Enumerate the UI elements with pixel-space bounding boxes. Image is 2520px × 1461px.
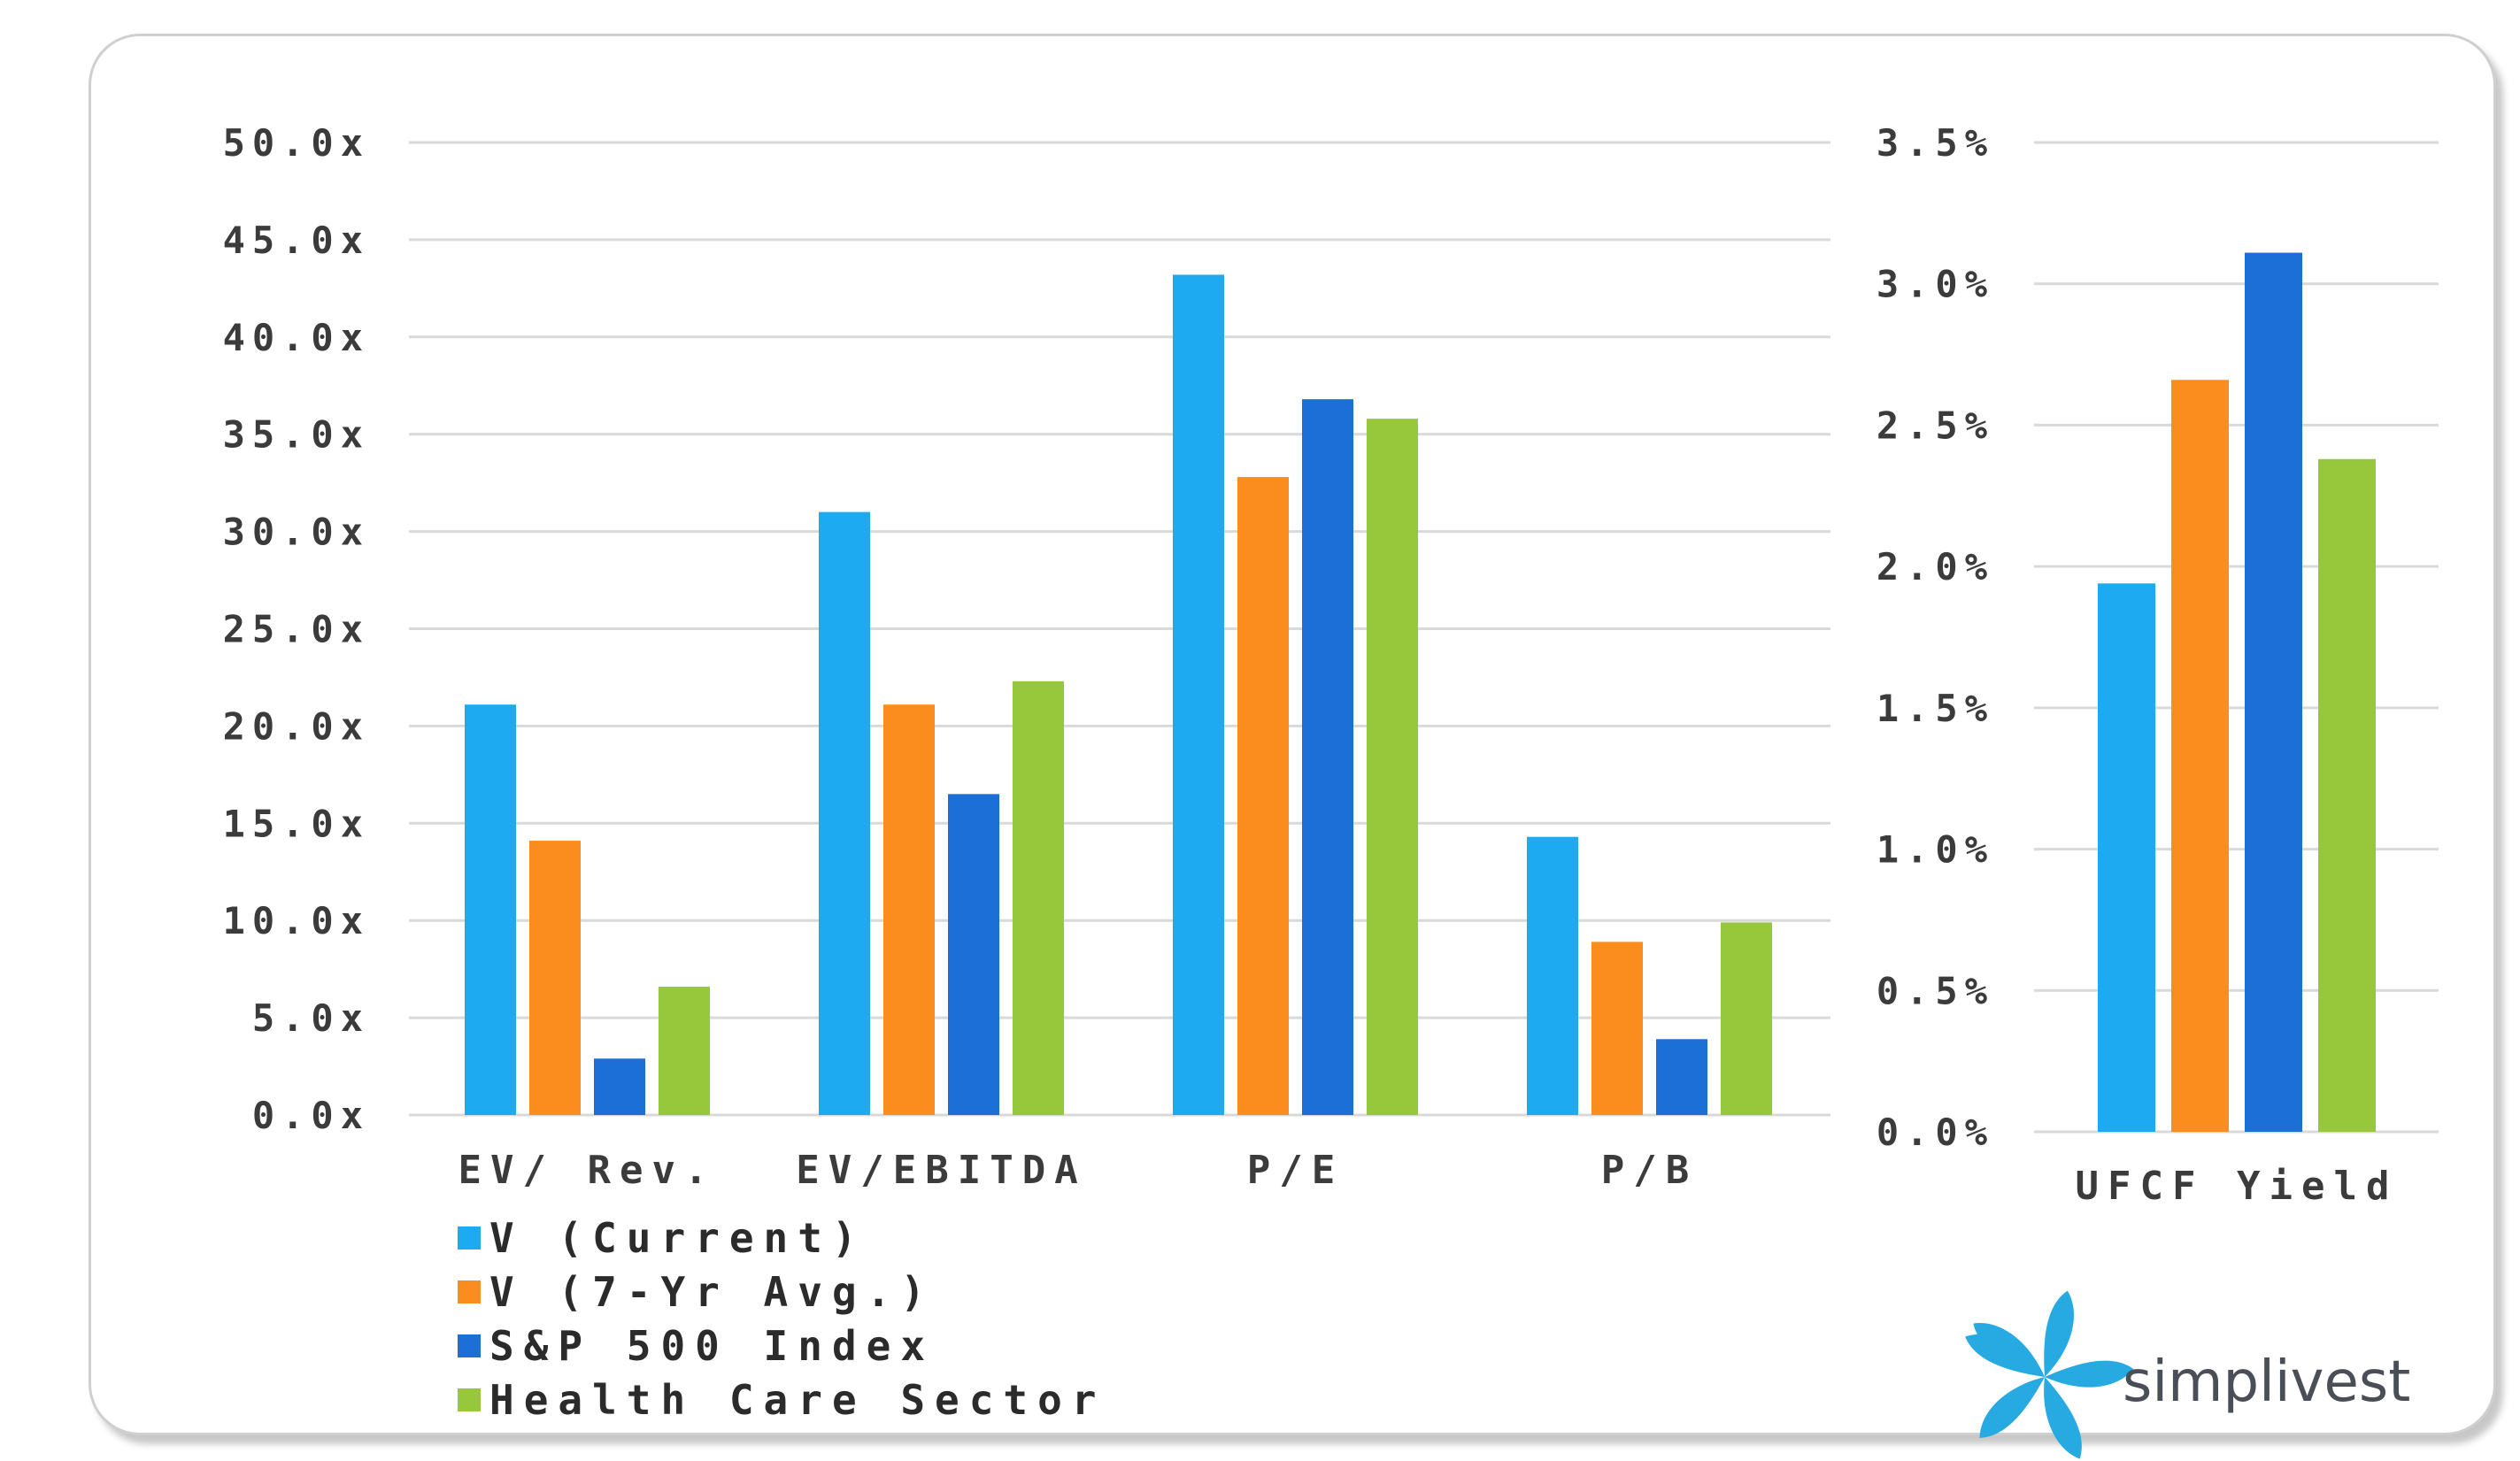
legend-label-health-care-sector: Health Care Sector bbox=[489, 1376, 1106, 1424]
y-tick-label: 2.0% bbox=[1877, 545, 1994, 588]
y-tick-label: 0.5% bbox=[1877, 969, 1994, 1012]
legend: V (Current) V (7-Yr Avg.) S&P 500 Index Hea… bbox=[458, 1214, 1106, 1424]
bar-health-care-sector-p-e bbox=[1367, 419, 1418, 1116]
y-tick-label: 0.0% bbox=[1877, 1111, 1994, 1154]
left-y-axis-ticks: 0.0x 5.0x 10.0x 15.0x 20.0x 25.0x 30.0x 35.0x 40… bbox=[223, 121, 370, 1137]
bar-v-current-ev-ebitda bbox=[819, 511, 870, 1115]
legend-swatch-v-current bbox=[458, 1226, 481, 1250]
y-tick-label: 10.0x bbox=[223, 899, 370, 942]
left-bars bbox=[465, 274, 1772, 1116]
y-tick-label: 40.0x bbox=[223, 316, 370, 359]
right-x-axis-categories: UFCF Yield bbox=[2076, 1164, 2399, 1209]
x-category-label: UFCF Yield bbox=[2076, 1164, 2399, 1209]
y-tick-label: 0.0x bbox=[252, 1094, 370, 1137]
y-tick-label: 20.0x bbox=[223, 704, 370, 748]
bar-s-p-500-index-p-e bbox=[1302, 399, 1353, 1115]
legend-label-v-current: V (Current) bbox=[489, 1214, 867, 1262]
y-tick-label: 30.0x bbox=[223, 511, 370, 554]
brand-name: simplivest bbox=[2123, 1350, 2410, 1415]
y-tick-label: 3.5% bbox=[1877, 121, 1994, 165]
bar-health-care-sector-ev-rev bbox=[659, 986, 710, 1115]
bar-s-p-500-index-ev-rev bbox=[594, 1058, 645, 1115]
bar-v-current-p-e bbox=[1173, 274, 1224, 1115]
x-category-label: EV/EBITDA bbox=[796, 1148, 1086, 1193]
bar-v-current-ev-rev bbox=[465, 704, 516, 1115]
bar-s-p-500-index-ufcf-yield bbox=[2245, 252, 2302, 1132]
legend-swatch-v-7-yr-avg bbox=[458, 1280, 481, 1303]
bar-s-p-500-index-ev-ebitda bbox=[948, 794, 999, 1115]
left-x-axis-categories: EV/ Rev. EV/EBITDA P/E P/B bbox=[459, 1148, 1698, 1193]
y-tick-label: 2.5% bbox=[1877, 404, 1994, 447]
x-category-label: P/B bbox=[1601, 1148, 1698, 1193]
bar-v-7-yr-avg-p-b bbox=[1591, 942, 1643, 1115]
right-gridlines bbox=[2034, 141, 2439, 1134]
y-tick-label: 5.0x bbox=[252, 996, 370, 1040]
legend-label-s-p-500-index: S&P 500 Index bbox=[489, 1322, 935, 1370]
y-tick-label: 3.0% bbox=[1877, 263, 1994, 306]
bar-v-current-p-b bbox=[1527, 836, 1578, 1115]
petal-logo-icon bbox=[1965, 1290, 2134, 1459]
y-tick-label: 1.5% bbox=[1877, 687, 1994, 730]
brand-logo: simplivest bbox=[1965, 1290, 2410, 1459]
x-category-label: EV/ Rev. bbox=[459, 1148, 717, 1193]
bar-health-care-sector-ufcf-yield bbox=[2318, 458, 2376, 1132]
bar-health-care-sector-ev-ebitda bbox=[1013, 681, 1064, 1115]
legend-label-v-7-yr-avg: V (7-Yr Avg.) bbox=[489, 1268, 935, 1316]
x-category-label: P/E bbox=[1247, 1148, 1344, 1193]
bar-v-current-ufcf-yield bbox=[2098, 583, 2155, 1132]
right-y-axis-ticks: 0.0% 0.5% 1.0% 1.5% 2.0% 2.5% 3.0% 3.5% bbox=[1877, 121, 1994, 1154]
bar-v-7-yr-avg-ev-rev bbox=[529, 841, 581, 1115]
y-tick-label: 25.0x bbox=[223, 608, 370, 651]
bar-v-7-yr-avg-ufcf-yield bbox=[2171, 380, 2229, 1132]
y-tick-label: 50.0x bbox=[223, 121, 370, 165]
y-tick-label: 1.0% bbox=[1877, 828, 1994, 872]
bar-v-7-yr-avg-p-e bbox=[1237, 477, 1289, 1115]
legend-swatch-health-care-sector bbox=[458, 1388, 481, 1411]
bar-s-p-500-index-p-b bbox=[1656, 1039, 1707, 1115]
y-tick-label: 45.0x bbox=[223, 219, 370, 262]
legend-swatch-s-p-500-index bbox=[458, 1334, 481, 1357]
y-tick-label: 15.0x bbox=[223, 802, 370, 845]
bar-health-care-sector-p-b bbox=[1721, 922, 1772, 1115]
y-tick-label: 35.0x bbox=[223, 413, 370, 457]
bar-v-7-yr-avg-ev-ebitda bbox=[883, 704, 935, 1115]
right-bars bbox=[2098, 252, 2376, 1132]
